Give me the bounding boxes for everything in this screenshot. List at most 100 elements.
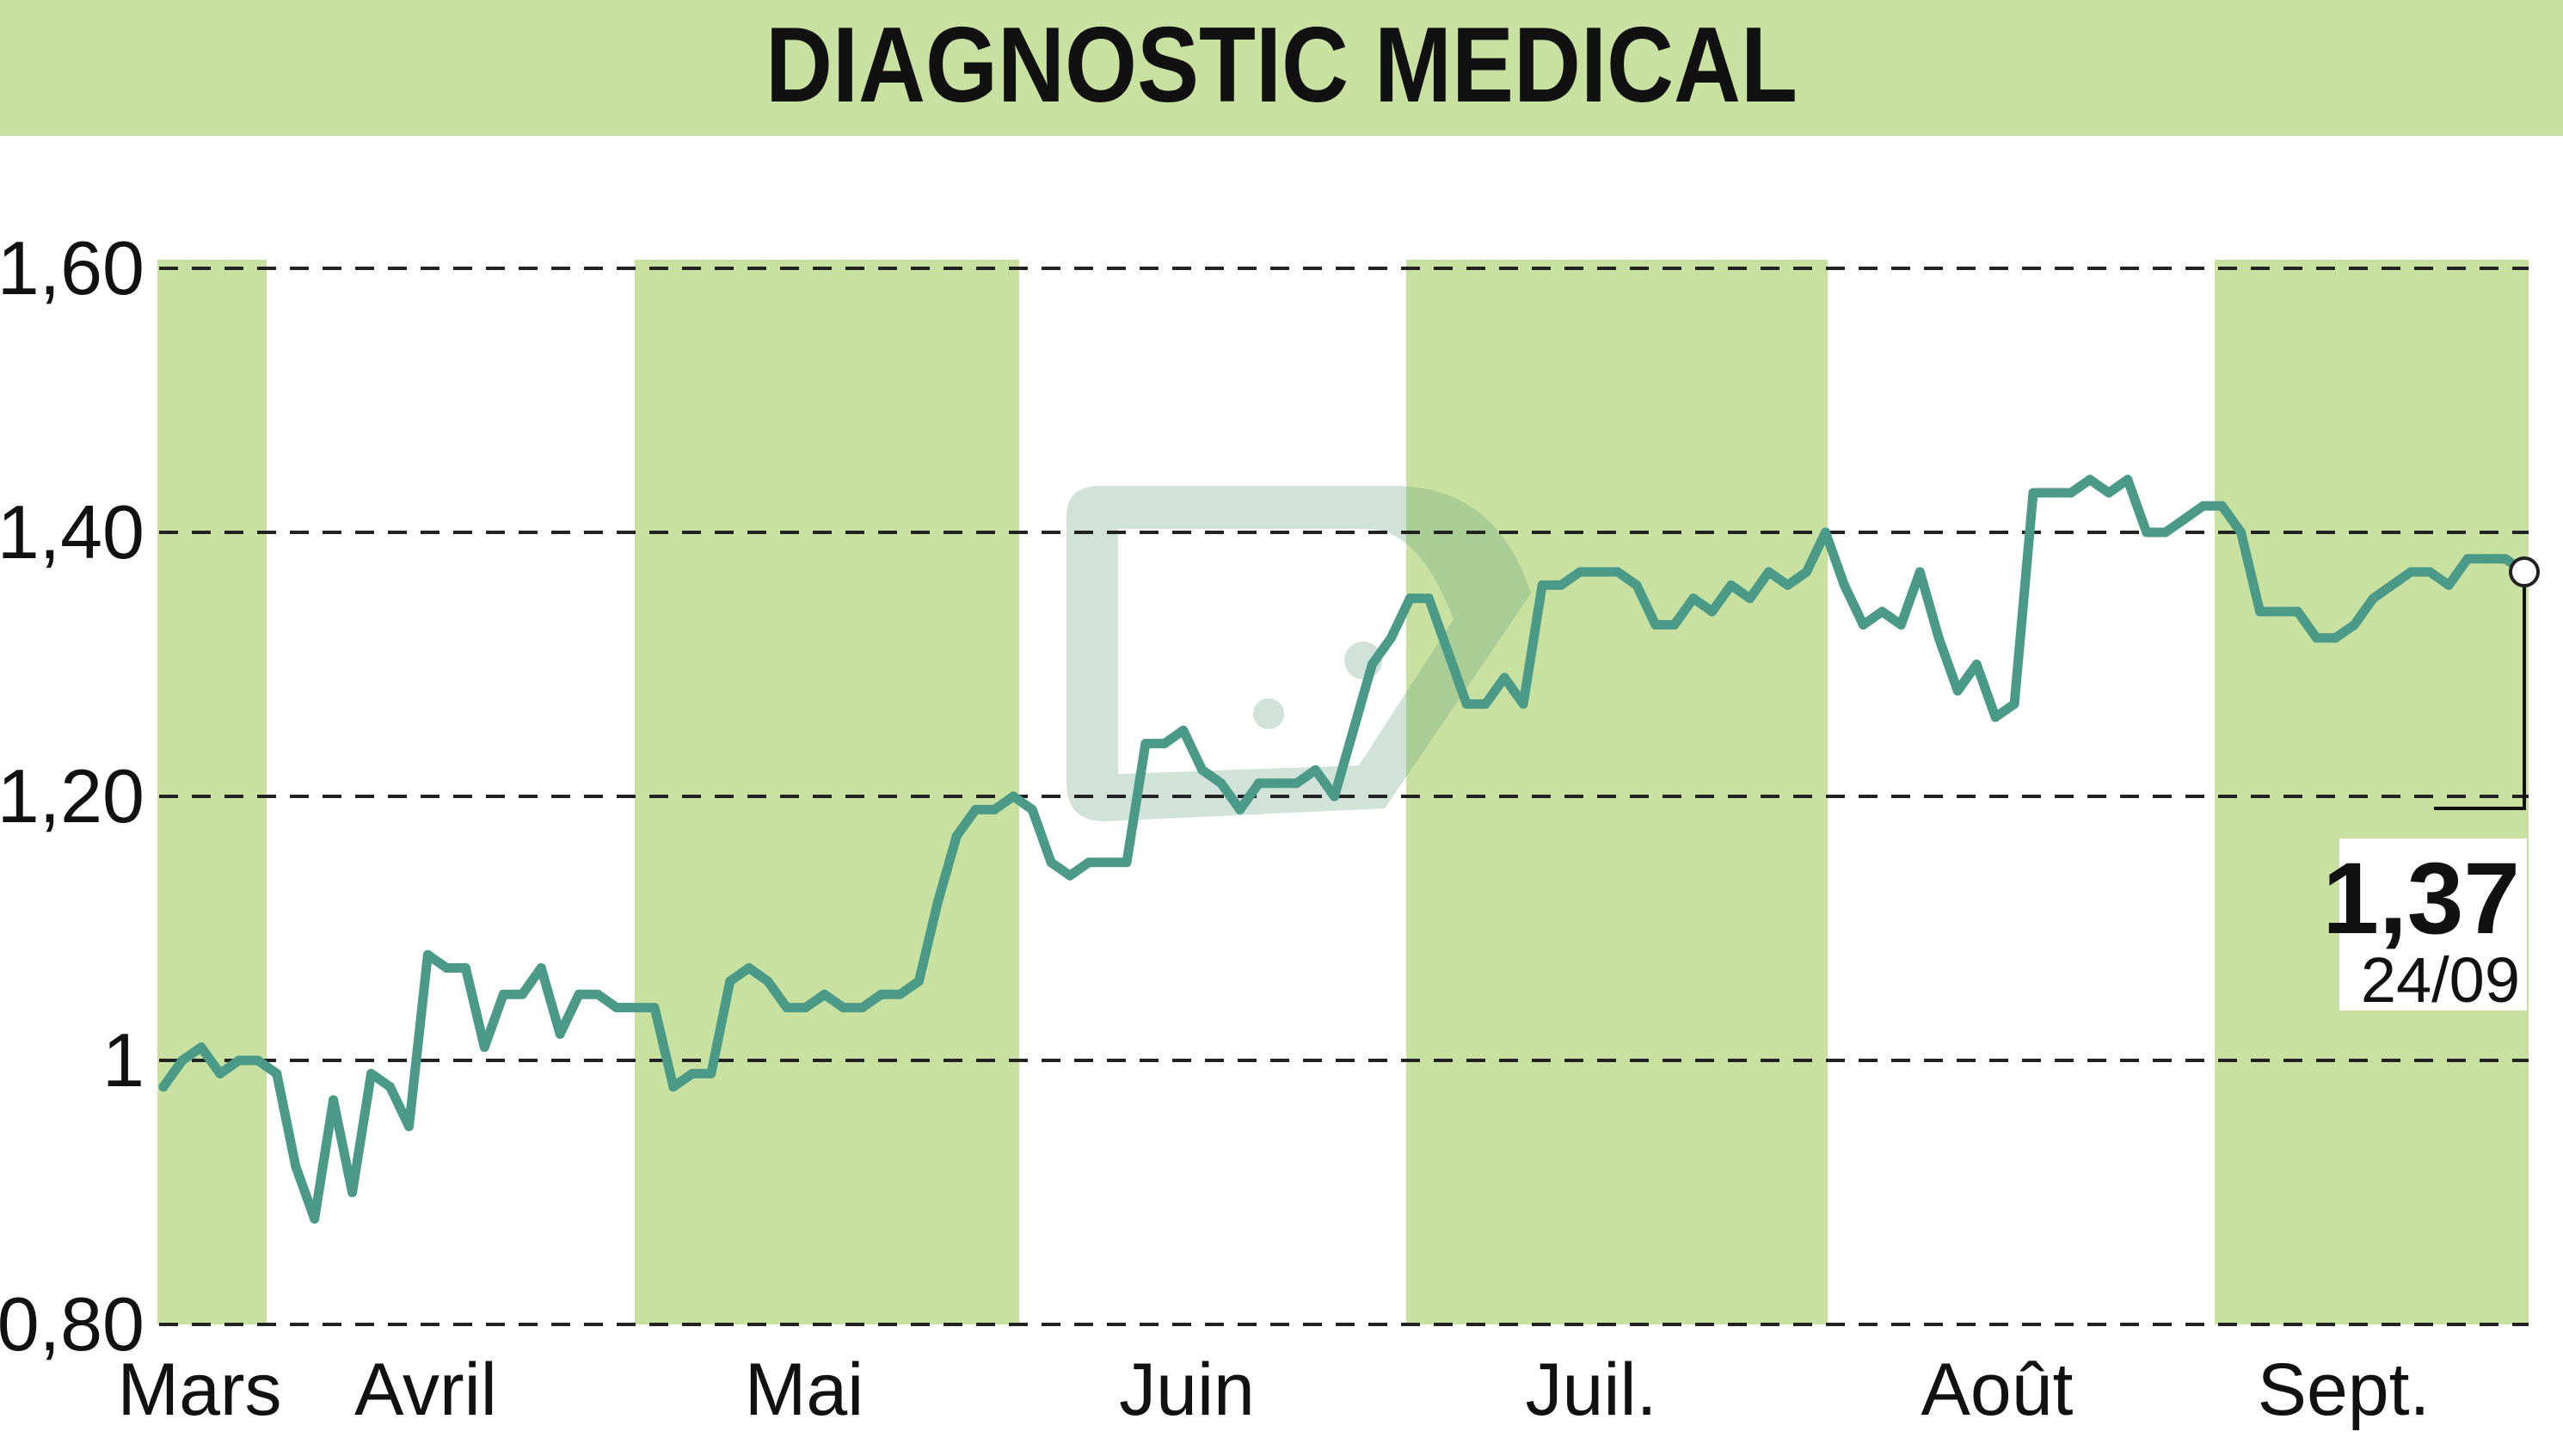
price-point (1159, 739, 1170, 749)
price-point (801, 1003, 811, 1013)
month-bands (157, 260, 2529, 1324)
price-point (196, 1042, 206, 1053)
y-tick-label: 1,20 (0, 753, 144, 839)
price-point (441, 963, 452, 974)
price-point (932, 897, 943, 907)
price-point (744, 963, 754, 974)
price-point (1688, 593, 1699, 604)
price-point (1990, 712, 2001, 722)
price-series-line (158, 475, 2529, 1224)
y-tick-label: 1,60 (0, 225, 144, 310)
price-point (253, 1055, 263, 1066)
x-tick-label: Août (1921, 1348, 2074, 1431)
price-point (403, 1121, 414, 1132)
price-point (1027, 804, 1037, 814)
y-tick-label: 1 (102, 1017, 144, 1103)
price-point (2292, 606, 2302, 617)
price-point (2028, 488, 2038, 498)
price-point (158, 1082, 169, 1092)
x-axis-month-labels: Mars Avril Mai Juin Juil. Août Sept. (117, 1348, 2430, 1431)
price-points (158, 475, 2529, 1224)
price-point (1461, 699, 1472, 710)
price-point (517, 989, 527, 999)
price-point (1046, 857, 1056, 868)
price-point (1216, 778, 1226, 789)
price-point (1537, 580, 1547, 590)
price-point (347, 1188, 358, 1197)
price-point (1820, 527, 1830, 538)
price-point (498, 989, 508, 999)
price-point (857, 1003, 868, 1013)
price-point (1764, 567, 1774, 577)
price-point (876, 989, 886, 999)
price-point (1575, 567, 1585, 577)
price-point (310, 1213, 320, 1224)
price-point (1802, 567, 1812, 577)
price-point (2085, 475, 2095, 485)
price-point (1122, 857, 1132, 868)
price-point (970, 804, 980, 814)
price-point (2368, 593, 2378, 604)
y-tick-label: 1,40 (0, 489, 144, 574)
price-point (1933, 633, 1944, 643)
last-value-date: 24/09 (2361, 944, 2520, 1016)
price-point (1065, 870, 1075, 881)
price-point (1442, 646, 1453, 656)
month-band-mars (157, 260, 267, 1324)
price-point (1518, 699, 1528, 710)
price-point (1783, 580, 1793, 590)
price-point (536, 963, 546, 974)
price-point (272, 1068, 282, 1078)
price-point (1330, 791, 1340, 802)
last-value-marker (2509, 556, 2540, 588)
price-point (2047, 488, 2057, 498)
price-point (989, 804, 999, 814)
price-point (1896, 619, 1906, 630)
price-point (1499, 673, 1509, 683)
x-tick-label: Mai (745, 1348, 864, 1431)
price-point (177, 1055, 187, 1066)
price-point (913, 976, 924, 986)
price-point (725, 976, 735, 986)
x-tick-label: Juil. (1526, 1348, 1657, 1431)
price-point (574, 989, 584, 999)
price-point (1952, 685, 1963, 696)
x-tick-label: Mars (117, 1348, 281, 1431)
price-point (1669, 619, 1680, 630)
price-point (1197, 765, 1208, 775)
price-point (2142, 527, 2152, 538)
month-band-juil (1406, 260, 1828, 1324)
price-point (2066, 488, 2076, 498)
last-value-label: 1,37 (2322, 842, 2520, 955)
price-point (2255, 606, 2265, 617)
price-point (2481, 554, 2492, 564)
x-tick-label: Avril (354, 1348, 497, 1431)
price-point (839, 1003, 849, 1013)
price-point (1292, 778, 1302, 789)
price-point (479, 1042, 489, 1053)
price-point (1707, 606, 1718, 617)
price-point (2123, 475, 2133, 485)
chart-title: DIAGNOSTIC MEDICAL (765, 6, 1798, 125)
price-point (1556, 580, 1566, 590)
price-point (820, 989, 830, 999)
price-point (1235, 804, 1245, 814)
price-point (1650, 619, 1661, 630)
price-point (234, 1055, 244, 1066)
price-point (366, 1068, 377, 1078)
price-point (555, 1029, 565, 1039)
price-point (422, 949, 433, 960)
price-point (1178, 725, 1189, 735)
price-point (2425, 567, 2435, 577)
price-point (1084, 857, 1094, 868)
month-band-mai (635, 260, 1019, 1324)
y-axis-ticks: 1,60 1,40 1,20 1 0,80 (0, 225, 144, 1367)
price-point (782, 1003, 792, 1013)
price-point (1915, 567, 1925, 577)
price-point (1423, 593, 1434, 604)
price-point (2387, 580, 2397, 590)
price-point (649, 1003, 660, 1013)
price-point (687, 1068, 698, 1078)
month-band-sept (2215, 260, 2529, 1324)
price-point (1386, 633, 1396, 643)
